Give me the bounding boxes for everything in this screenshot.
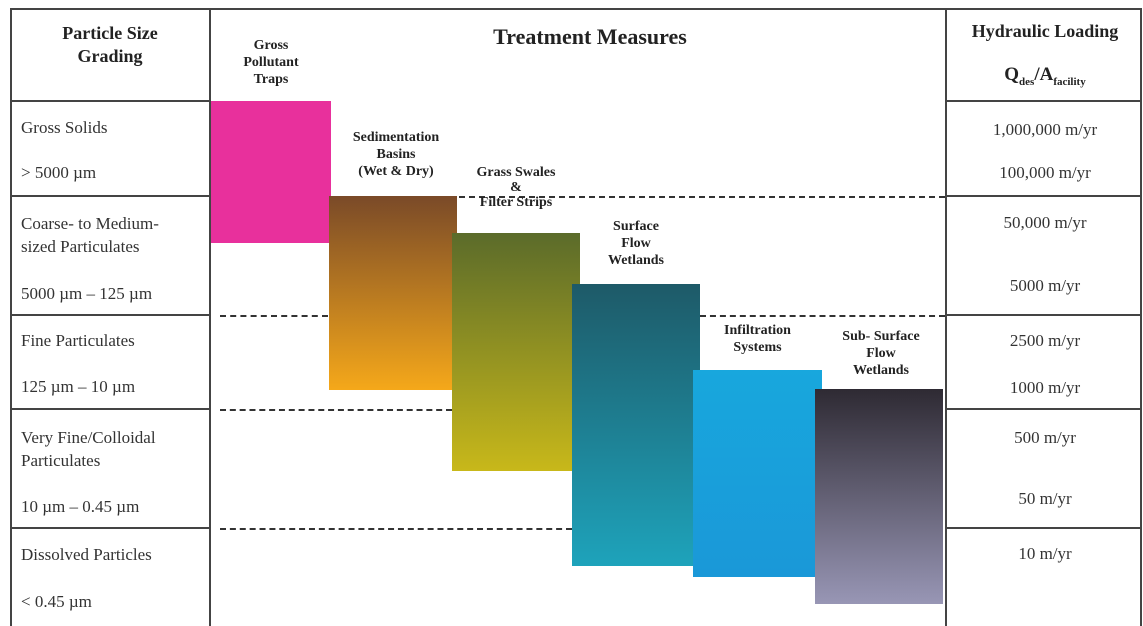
loading-header-title: Hydraulic Loading xyxy=(971,21,1119,41)
sub-surface-flow-wetlands-bar xyxy=(815,389,943,604)
grading-gross-solids-range: > 5000 µm xyxy=(21,163,97,182)
loading-value: 50,000 m/yr xyxy=(1003,213,1087,232)
grading-fine-name: Fine Particulates xyxy=(21,331,135,350)
loading-value: 1000 m/yr xyxy=(1009,378,1081,397)
grading-row-separator xyxy=(10,527,210,529)
surface-flow-wetlands-bar xyxy=(572,284,700,566)
grading-gross-solids-name: Gross Solids xyxy=(21,118,108,137)
loading-header: Hydraulic Loading Qdes/Afacility xyxy=(947,20,1143,94)
grading-coarse-name-line1: Coarse- to Medium- xyxy=(21,214,159,233)
loading-row-separator xyxy=(945,408,1142,410)
right-border xyxy=(1140,8,1142,626)
grading-row-separator xyxy=(10,408,210,410)
grading-dissolved-name: Dissolved Particles xyxy=(21,545,152,564)
loading-value: 10 m/yr xyxy=(1018,544,1072,563)
grass-swales-bar xyxy=(452,233,580,471)
loading-row-separator xyxy=(945,314,1142,316)
loading-value: 1,000,000 m/yr xyxy=(992,120,1098,139)
dashed-separator xyxy=(329,196,945,198)
loading-value: 2500 m/yr xyxy=(1009,331,1081,350)
dashed-separator xyxy=(700,315,945,317)
sedimentation-basins-bar xyxy=(329,196,457,390)
left-border xyxy=(10,8,12,626)
gross-pollutant-traps-bar xyxy=(211,101,331,243)
grading-coarse-name-line2: sized Particulates xyxy=(21,237,140,256)
top-border xyxy=(10,8,1142,10)
sub-surface-flow-wetlands-label: Sub- Surface Flow Wetlands xyxy=(842,329,920,378)
grading-row-separator xyxy=(10,195,210,197)
grading-coarse-range: 5000 µm – 125 µm xyxy=(21,284,153,303)
loading-row-separator xyxy=(945,195,1142,197)
dashed-separator xyxy=(220,315,328,317)
grass-swales-label: Grass Swales & Filter Strips xyxy=(476,165,556,210)
grading-very-fine-name-line1: Very Fine/Colloidal xyxy=(21,428,156,447)
loading-row-separator xyxy=(945,100,1142,102)
treatment-header: Treatment Measures xyxy=(493,24,687,49)
grading-fine-range: 125 µm – 10 µm xyxy=(21,377,136,396)
grading-dissolved-range: < 0.45 µm xyxy=(21,592,92,611)
loading-header-formula: Qdes/Afacility xyxy=(1004,64,1086,88)
loading-value: 5000 m/yr xyxy=(1009,276,1081,295)
grading-header: Particle Size Grading xyxy=(12,22,208,68)
dashed-separator xyxy=(220,409,452,411)
grading-very-fine-range: 10 µm – 0.45 µm xyxy=(21,497,140,516)
infiltration-systems-label: Infiltration Systems xyxy=(724,323,791,355)
loading-row-separator xyxy=(945,527,1142,529)
loading-value: 100,000 m/yr xyxy=(999,163,1091,182)
grading-row-separator xyxy=(10,314,210,316)
sedimentation-basins-label: Sedimentation Basins (Wet & Dry) xyxy=(352,130,440,179)
infiltration-systems-bar xyxy=(693,370,822,577)
grading-row-separator xyxy=(10,100,210,102)
gross-pollutant-traps-label: Gross Pollutant Traps xyxy=(243,38,299,87)
grading-header-line2: Grading xyxy=(77,46,143,66)
loading-value: 500 m/yr xyxy=(1014,428,1076,447)
grading-column-divider xyxy=(209,8,211,626)
loading-column-divider xyxy=(945,8,947,626)
surface-flow-wetlands-label: Surface Flow Wetlands xyxy=(607,219,664,268)
dashed-separator xyxy=(220,528,572,530)
loading-value: 50 m/yr xyxy=(1018,489,1072,508)
grading-header-line1: Particle Size xyxy=(62,23,158,43)
grading-very-fine-name-line2: Particulates xyxy=(21,451,101,470)
